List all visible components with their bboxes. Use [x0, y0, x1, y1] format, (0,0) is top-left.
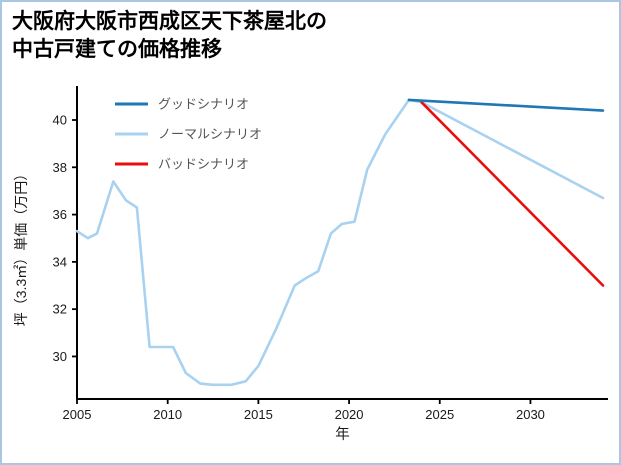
series-line-bad-scenario-forecast	[420, 101, 605, 287]
y-tick-label: 30	[53, 349, 67, 364]
x-tick-label: 2010	[153, 407, 182, 422]
series-line-historical-and-normal-forecast	[75, 98, 605, 387]
legend-label-good-scenario-forecast: グッドシナリオ	[158, 97, 249, 112]
x-tick-label: 2025	[425, 407, 454, 422]
y-tick-label: 38	[53, 160, 67, 175]
x-axis-label: 年	[335, 426, 350, 443]
series-line-good-scenario-forecast	[407, 98, 605, 112]
page-title-line1: 大阪府大阪市西成区天下茶屋北の	[12, 10, 327, 33]
y-tick-label: 32	[53, 302, 67, 317]
y-tick-label: 40	[53, 113, 67, 128]
legend-label-historical-and-normal-forecast: ノーマルシナリオ	[158, 127, 262, 142]
x-tick-label: 2015	[244, 407, 273, 422]
x-tick-label: 2030	[516, 407, 545, 422]
legend-item-bad-scenario-forecast: バッドシナリオ	[115, 157, 249, 172]
x-tick-label: 2020	[335, 407, 364, 422]
page-title: 大阪府大阪市西成区天下茶屋北の 中古戸建ての価格推移	[12, 8, 327, 64]
legend-item-good-scenario-forecast: グッドシナリオ	[115, 97, 249, 112]
y-tick-label: 34	[53, 254, 67, 269]
y-axis-label: 坪（3.3㎡）単価（万円）	[13, 167, 29, 326]
x-tick-label: 2005	[63, 407, 92, 422]
y-tick-label: 36	[53, 207, 67, 222]
legend-label-bad-scenario-forecast: バッドシナリオ	[158, 157, 249, 172]
legend-item-historical-and-normal-forecast: ノーマルシナリオ	[115, 127, 262, 142]
page-title-line2: 中古戸建ての価格推移	[12, 38, 222, 61]
